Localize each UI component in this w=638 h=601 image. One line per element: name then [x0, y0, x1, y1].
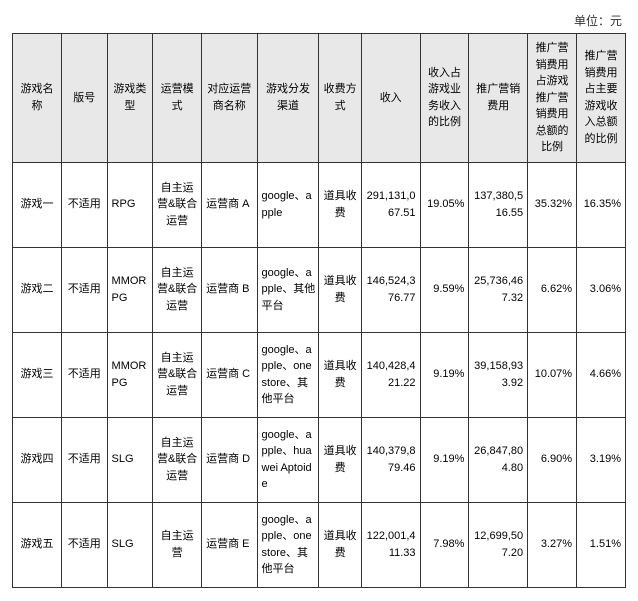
cell-promo: 137,380,516.55	[469, 162, 528, 247]
cell-revenue: 291,131,067.51	[361, 162, 420, 247]
cell-operator: 运营商 B	[202, 247, 257, 332]
cell-rev_pct: 19.05%	[420, 162, 469, 247]
cell-channel: google、apple、onestore、其他平台	[257, 332, 319, 417]
cell-revenue: 140,428,421.22	[361, 332, 420, 417]
cell-operator: 运营商 C	[202, 332, 257, 417]
cell-mode: 自主运营&联合运营	[153, 332, 202, 417]
cell-main_pct: 1.51%	[577, 502, 626, 587]
cell-revenue: 140,379,879.46	[361, 417, 420, 502]
cell-fee: 道具收费	[319, 502, 361, 587]
cell-fee: 道具收费	[319, 162, 361, 247]
cell-mode: 自主运营&联合运营	[153, 247, 202, 332]
col-header-revpct: 收入占游戏业务收入的比例	[420, 34, 469, 163]
cell-promo_pct: 6.90%	[528, 417, 577, 502]
cell-channel: google、apple	[257, 162, 319, 247]
cell-channel: google、apple、onestore、其他平台	[257, 502, 319, 587]
cell-rev_pct: 7.98%	[420, 502, 469, 587]
cell-main_pct: 3.06%	[577, 247, 626, 332]
game-data-table: 游戏名称 版号 游戏类型 运营模式 对应运营商名称 游戏分发渠道 收费方式 收入…	[12, 33, 626, 588]
cell-mode: 自主运营&联合运营	[153, 162, 202, 247]
cell-name: 游戏二	[13, 247, 62, 332]
col-header-type: 游戏类型	[107, 34, 153, 163]
cell-promo: 25,736,467.32	[469, 247, 528, 332]
cell-name: 游戏三	[13, 332, 62, 417]
table-row: 游戏三不适用MMORPG自主运营&联合运营运营商 Cgoogle、apple、o…	[13, 332, 626, 417]
cell-mode: 自主运营	[153, 502, 202, 587]
cell-name: 游戏五	[13, 502, 62, 587]
cell-name: 游戏四	[13, 417, 62, 502]
col-header-promopct: 推广营销费用占游戏推广营销费用总额的比例	[528, 34, 577, 163]
cell-type: SLG	[107, 502, 153, 587]
col-header-revenue: 收入	[361, 34, 420, 163]
col-header-operator: 对应运营商名称	[202, 34, 257, 163]
cell-main_pct: 3.19%	[577, 417, 626, 502]
cell-revenue: 146,524,376.77	[361, 247, 420, 332]
cell-promo: 39,158,933.92	[469, 332, 528, 417]
cell-operator: 运营商 A	[202, 162, 257, 247]
col-header-channel: 游戏分发渠道	[257, 34, 319, 163]
cell-type: RPG	[107, 162, 153, 247]
cell-type: MMORPG	[107, 332, 153, 417]
cell-promo_pct: 35.32%	[528, 162, 577, 247]
cell-promo_pct: 10.07%	[528, 332, 577, 417]
cell-version: 不适用	[61, 162, 107, 247]
cell-operator: 运营商 D	[202, 417, 257, 502]
cell-main_pct: 16.35%	[577, 162, 626, 247]
cell-name: 游戏一	[13, 162, 62, 247]
cell-operator: 运营商 E	[202, 502, 257, 587]
cell-channel: google、apple、其他平台	[257, 247, 319, 332]
cell-version: 不适用	[61, 417, 107, 502]
table-body: 游戏一不适用RPG自主运营&联合运营运营商 Agoogle、apple道具收费2…	[13, 162, 626, 587]
cell-fee: 道具收费	[319, 332, 361, 417]
cell-revenue: 122,001,411.33	[361, 502, 420, 587]
cell-rev_pct: 9.19%	[420, 417, 469, 502]
col-header-mode: 运营模式	[153, 34, 202, 163]
cell-promo: 12,699,507.20	[469, 502, 528, 587]
cell-main_pct: 4.66%	[577, 332, 626, 417]
cell-version: 不适用	[61, 247, 107, 332]
cell-channel: google、apple、huawei Aptoide	[257, 417, 319, 502]
cell-promo: 26,847,804.80	[469, 417, 528, 502]
col-header-name: 游戏名称	[13, 34, 62, 163]
table-row: 游戏二不适用MMORPG自主运营&联合运营运营商 Bgoogle、apple、其…	[13, 247, 626, 332]
cell-fee: 道具收费	[319, 417, 361, 502]
unit-label: 单位：元	[12, 12, 626, 29]
cell-version: 不适用	[61, 332, 107, 417]
cell-rev_pct: 9.19%	[420, 332, 469, 417]
col-header-promo: 推广营销费用	[469, 34, 528, 163]
cell-fee: 道具收费	[319, 247, 361, 332]
table-row: 游戏五不适用SLG自主运营运营商 Egoogle、apple、onestore、…	[13, 502, 626, 587]
col-header-mainpct: 推广营销费用占主要游戏收入总额的比例	[577, 34, 626, 163]
col-header-fee: 收费方式	[319, 34, 361, 163]
table-row: 游戏一不适用RPG自主运营&联合运营运营商 Agoogle、apple道具收费2…	[13, 162, 626, 247]
cell-mode: 自主运营&联合运营	[153, 417, 202, 502]
cell-version: 不适用	[61, 502, 107, 587]
cell-promo_pct: 6.62%	[528, 247, 577, 332]
table-header-row: 游戏名称 版号 游戏类型 运营模式 对应运营商名称 游戏分发渠道 收费方式 收入…	[13, 34, 626, 163]
col-header-version: 版号	[61, 34, 107, 163]
cell-rev_pct: 9.59%	[420, 247, 469, 332]
cell-type: SLG	[107, 417, 153, 502]
cell-promo_pct: 3.27%	[528, 502, 577, 587]
table-row: 游戏四不适用SLG自主运营&联合运营运营商 Dgoogle、apple、huaw…	[13, 417, 626, 502]
cell-type: MMORPG	[107, 247, 153, 332]
